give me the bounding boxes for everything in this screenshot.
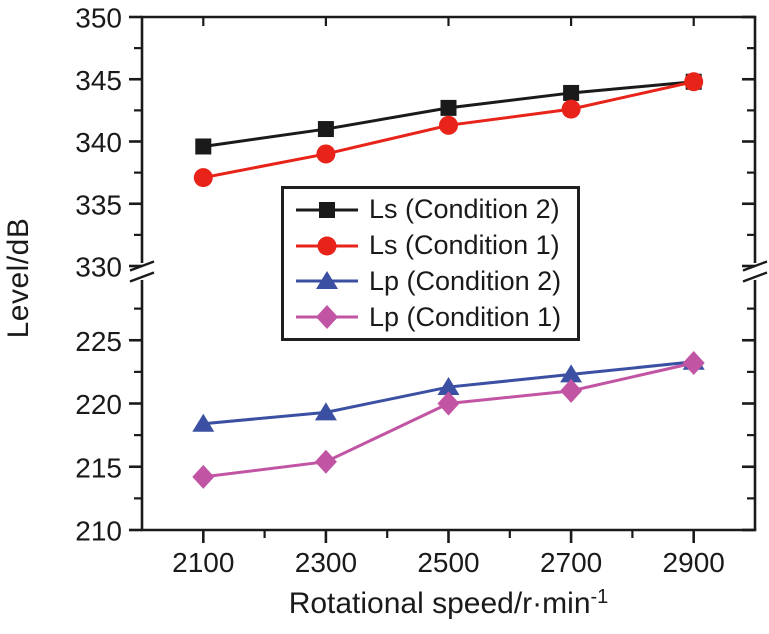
y-tick-label: 215 (75, 452, 122, 483)
legend-label: Ls (Condition 2) (369, 194, 560, 225)
legend-item-ls-condition-2: Ls (Condition 2) (294, 193, 577, 227)
legend-marker-square-icon (296, 201, 358, 218)
axis-tick-labels: 330 335 340 345 350 210 215 220 225 2100 2300 2500 2… (75, 3, 725, 579)
x-tick-label: 2500 (417, 547, 479, 578)
x-axis-title-superscript: -1 (590, 586, 609, 608)
legend-label: Lp (Condition 2) (369, 265, 562, 296)
legend-marker-circle-icon (296, 236, 358, 256)
legend-marker-diamond-icon (296, 305, 358, 330)
legend-label: Lp (Condition 1) (369, 301, 562, 332)
series-ls-condition-1- (193, 72, 704, 188)
legend-label: Ls (Condition 1) (369, 230, 560, 261)
legend-item-ls-condition-1: Ls (Condition 1) (294, 229, 577, 263)
x-tick-label: 2300 (295, 547, 357, 578)
legend-item-lp-condition-2: Lp (Condition 2) (294, 264, 577, 298)
y-tick-label: 335 (75, 189, 122, 220)
y-axis-title: Level/dB (2, 217, 35, 339)
series-lp-condition-2- (192, 351, 705, 432)
y-tick-label: 225 (75, 326, 122, 357)
legend-marker-triangle-icon (296, 271, 358, 290)
x-axis-title: Rotational speed/r·min-1 (142, 586, 755, 621)
x-axis-title-text: Rotational speed/r·min (288, 587, 591, 620)
legend-item-lp-condition-1: Lp (Condition 1) (294, 300, 577, 334)
series-lp-condition-1- (192, 351, 705, 489)
y-tick-label: 345 (75, 65, 122, 96)
legend: Ls (Condition 2) Ls (Condition 1) Lp (Co… (281, 186, 580, 341)
x-tick-label: 2700 (540, 547, 602, 578)
y-tick-label: 350 (75, 3, 122, 34)
y-tick-label: 340 (75, 127, 122, 158)
series-ls-condition-2- (195, 73, 702, 155)
y-tick-label: 220 (75, 389, 122, 420)
x-tick-label: 2900 (663, 547, 725, 578)
y-tick-label: 330 (75, 252, 122, 283)
x-tick-label: 2100 (172, 547, 234, 578)
y-tick-label: 210 (75, 516, 122, 547)
axis-ticks (129, 15, 755, 543)
